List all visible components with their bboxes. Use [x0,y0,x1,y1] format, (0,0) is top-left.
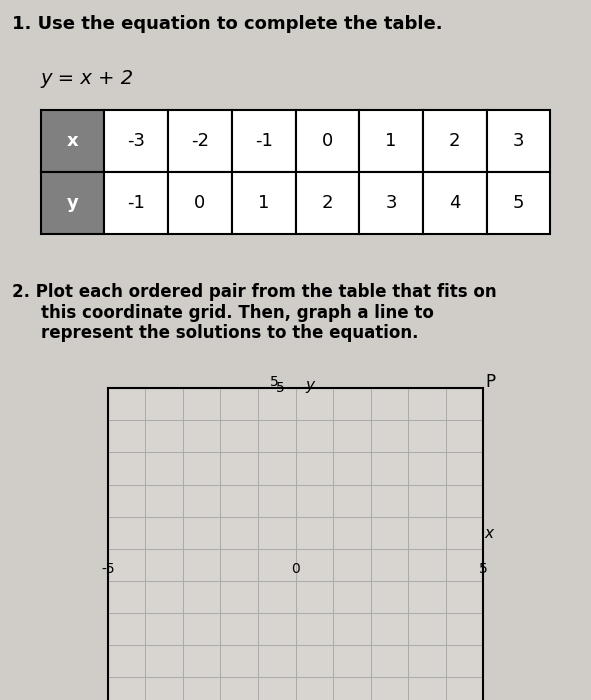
Text: 1. Use the equation to complete the table.: 1. Use the equation to complete the tabl… [12,15,442,33]
FancyBboxPatch shape [296,110,359,172]
FancyBboxPatch shape [486,110,550,172]
FancyBboxPatch shape [359,172,423,234]
FancyBboxPatch shape [359,110,423,172]
Text: y: y [305,377,314,393]
Text: x: x [67,132,79,150]
Text: 2: 2 [449,132,460,150]
Text: 5: 5 [479,561,488,575]
Text: -1: -1 [127,194,145,211]
Text: x: x [484,526,493,541]
Text: 2: 2 [322,194,333,211]
Text: y: y [67,194,79,211]
FancyBboxPatch shape [168,172,232,234]
FancyBboxPatch shape [423,172,486,234]
FancyBboxPatch shape [41,110,105,172]
Text: 1: 1 [258,194,269,211]
Text: 5: 5 [275,382,284,395]
Text: this coordinate grid. Then, graph a line to: this coordinate grid. Then, graph a line… [41,304,434,322]
Text: -2: -2 [191,132,209,150]
Text: 4: 4 [449,194,460,211]
Text: 5: 5 [270,375,278,389]
Text: 0: 0 [322,132,333,150]
Text: 0: 0 [291,561,300,575]
Text: 0: 0 [194,194,206,211]
FancyBboxPatch shape [105,172,168,234]
Text: -3: -3 [127,132,145,150]
Text: -5: -5 [101,561,115,575]
FancyBboxPatch shape [486,172,550,234]
FancyBboxPatch shape [423,110,486,172]
FancyBboxPatch shape [41,172,105,234]
Text: P: P [485,373,495,391]
Text: 1: 1 [385,132,397,150]
Text: y = x + 2: y = x + 2 [41,69,134,88]
Text: 3: 3 [385,194,397,211]
Text: -1: -1 [255,132,272,150]
FancyBboxPatch shape [232,172,296,234]
FancyBboxPatch shape [232,110,296,172]
Text: 2. Plot each ordered pair from the table that fits on: 2. Plot each ordered pair from the table… [12,284,496,301]
FancyBboxPatch shape [168,110,232,172]
Text: represent the solutions to the equation.: represent the solutions to the equation. [41,324,418,342]
Text: 3: 3 [513,132,524,150]
Text: 5: 5 [513,194,524,211]
FancyBboxPatch shape [105,110,168,172]
FancyBboxPatch shape [296,172,359,234]
